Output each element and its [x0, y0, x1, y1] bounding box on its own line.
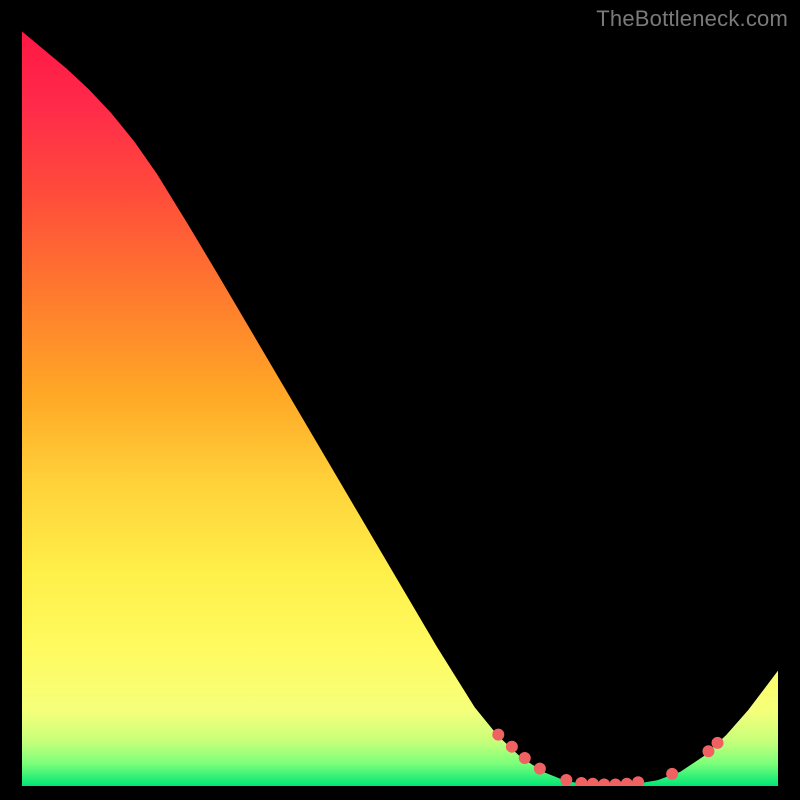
chart-root: TheBottleneck.com	[0, 0, 800, 800]
marker-point	[667, 768, 678, 779]
marker-point	[561, 774, 572, 785]
marker-point	[493, 729, 504, 740]
marker-point	[576, 777, 587, 786]
marker-point	[633, 777, 644, 786]
gradient-fill	[22, 30, 778, 786]
marker-point	[534, 763, 545, 774]
watermark-text: TheBottleneck.com	[596, 6, 788, 32]
marker-point	[599, 779, 610, 786]
chart-svg	[22, 30, 778, 786]
marker-point	[712, 737, 723, 748]
plot-area	[22, 30, 778, 786]
marker-point	[621, 778, 632, 786]
marker-point	[610, 779, 621, 786]
marker-point	[506, 741, 517, 752]
marker-point	[519, 753, 530, 764]
marker-point	[703, 746, 714, 757]
marker-point	[587, 778, 598, 786]
